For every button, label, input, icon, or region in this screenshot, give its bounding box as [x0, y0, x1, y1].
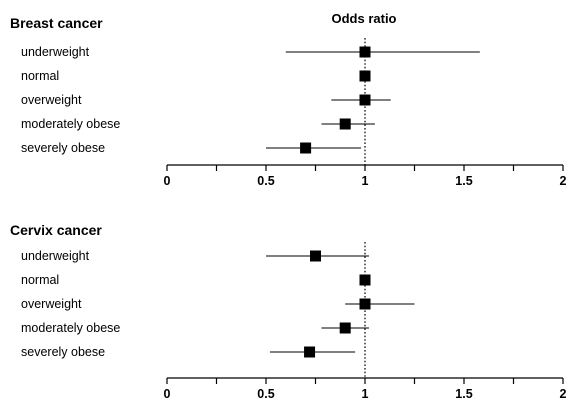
category-label: overweight	[21, 93, 82, 107]
point-estimate	[359, 70, 371, 82]
x-tick-label: 2	[560, 174, 567, 188]
point-estimate	[339, 118, 351, 130]
x-tick-label: 0	[164, 387, 171, 401]
point-estimate	[359, 94, 371, 106]
panel-title: Cervix cancer	[10, 222, 102, 238]
point-estimate	[310, 250, 321, 262]
category-label: moderately obese	[21, 321, 120, 335]
point-estimate	[359, 46, 371, 58]
category-label: normal	[21, 273, 59, 287]
point-estimate	[300, 142, 312, 154]
x-axis-title: Odds ratio	[331, 11, 396, 26]
point-estimate	[304, 346, 316, 358]
x-tick-label: 1	[362, 387, 369, 401]
x-tick-label: 1	[362, 174, 369, 188]
panels-group: Breast cancer underweight normal overweight…	[10, 15, 567, 401]
category-label: normal	[21, 69, 59, 83]
category-label: severely obese	[21, 141, 105, 155]
panel-title: Breast cancer	[10, 15, 103, 31]
panel-1: Breast cancer underweight normal overweight…	[10, 15, 567, 188]
panel-2: Cervix cancer underweight normal overweight…	[10, 222, 567, 401]
category-label: overweight	[21, 297, 82, 311]
category-label: severely obese	[21, 345, 105, 359]
point-estimate	[359, 274, 371, 286]
x-tick-label: 1.5	[455, 174, 472, 188]
point-estimate	[339, 322, 351, 334]
category-label: underweight	[21, 45, 90, 59]
point-estimate	[359, 298, 371, 310]
x-tick-label: 1.5	[455, 387, 472, 401]
x-tick-label: 2	[560, 387, 567, 401]
x-tick-label: 0.5	[257, 174, 274, 188]
x-tick-label: 0	[164, 174, 171, 188]
x-tick-label: 0.5	[257, 387, 274, 401]
category-label: underweight	[21, 249, 90, 263]
category-label: moderately obese	[21, 117, 120, 131]
